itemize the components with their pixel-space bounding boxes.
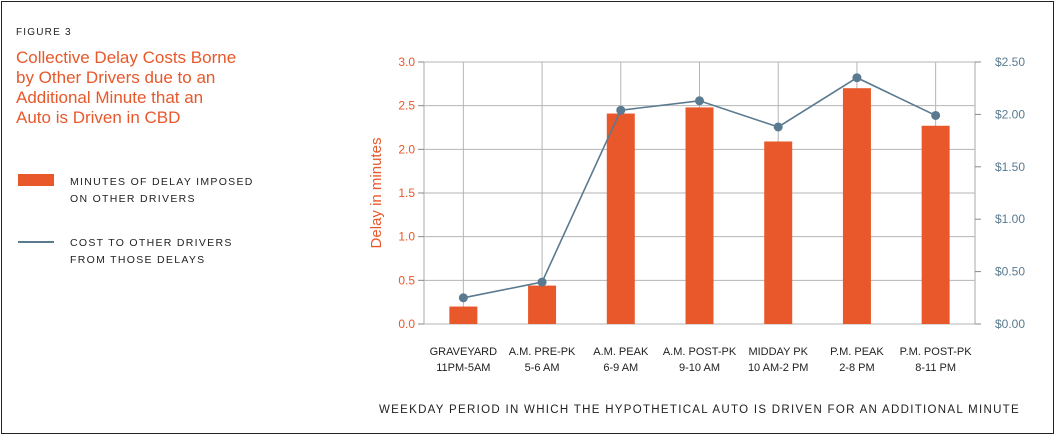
legend-bar-line2: ON OTHER DRIVERS <box>70 193 196 205</box>
bar <box>921 125 950 325</box>
x-tick-label: P.M. POST-PK <box>900 346 973 358</box>
x-tick-label: 6-9 AM <box>603 362 638 374</box>
y2-tick-label: $1.50 <box>995 160 1025 174</box>
legend-bar-swatch <box>18 174 54 186</box>
title-line: by Other Drivers due to an <box>16 68 216 87</box>
y-tick-label: 1.0 <box>398 230 415 244</box>
cost-point <box>773 122 783 132</box>
x-tick-label: 5-6 AM <box>525 362 560 374</box>
y-axis-label: Delay in minutes <box>368 138 385 249</box>
legend-line-swatch <box>18 241 54 243</box>
y2-tick-label: $0.00 <box>995 317 1025 331</box>
x-tick-label: P.M. PEAK <box>830 346 884 358</box>
x-tick-label: 2-8 PM <box>839 362 874 374</box>
bar <box>764 141 793 324</box>
y-tick-label: 0.0 <box>398 317 415 331</box>
cost-point <box>616 105 626 115</box>
y-tick-label: 2.5 <box>398 99 415 113</box>
cost-point <box>537 277 547 287</box>
x-tick-label: MIDDAY PK <box>748 346 808 358</box>
x-tick-label: A.M. PEAK <box>593 346 649 358</box>
cost-point <box>931 110 941 120</box>
cost-point <box>852 73 862 83</box>
title-line: Additional Minute that an <box>16 88 204 107</box>
x-tick-label: 10 AM-2 PM <box>748 362 809 374</box>
y-tick-label: 1.5 <box>398 186 415 200</box>
x-tick-label: 9-10 AM <box>679 362 720 374</box>
y-tick-label: 2.0 <box>398 142 415 156</box>
figure-label: FIGURE 3 <box>16 27 72 38</box>
x-axis-label: WEEKDAY PERIOD IN WHICH THE HYPOTHETICAL… <box>379 404 1020 416</box>
legend-bar-line1: MINUTES OF DELAY IMPOSED <box>70 176 254 188</box>
x-tick-label: 8-11 PM <box>915 362 956 374</box>
y2-tick-label: $2.00 <box>995 107 1025 121</box>
y2-tick-label: $0.50 <box>995 265 1025 279</box>
legend-line-label: COST TO OTHER DRIVERS FROM THOSE DELAYS <box>70 235 233 269</box>
bar <box>528 285 557 324</box>
title-line: Collective Delay Costs Borne <box>16 48 237 67</box>
y-tick-label: 3.0 <box>398 55 415 69</box>
chart-title: Collective Delay Costs Borne by Other Dr… <box>16 48 276 128</box>
bar <box>685 107 714 324</box>
title-line: Auto is Driven in CBD <box>16 108 181 127</box>
legend-bar-label: MINUTES OF DELAY IMPOSED ON OTHER DRIVER… <box>70 174 254 208</box>
cost-point <box>695 96 704 106</box>
cost-point <box>458 293 468 303</box>
y-tick-label: 0.5 <box>398 273 415 287</box>
x-tick-label: GRAVEYARD <box>430 346 497 358</box>
y2-tick-label: $2.50 <box>995 55 1025 69</box>
legend-line-line1: COST TO OTHER DRIVERS <box>70 237 233 249</box>
bar <box>842 88 871 324</box>
x-tick-label: 11PM-5AM <box>436 362 490 374</box>
y2-tick-label: $1.00 <box>995 212 1025 226</box>
bar <box>606 113 635 324</box>
bar <box>449 306 478 324</box>
x-tick-label: A.M. PRE-PK <box>509 346 576 358</box>
legend-line-line2: FROM THOSE DELAYS <box>70 254 206 266</box>
x-tick-label: A.M. POST-PK <box>663 346 737 358</box>
